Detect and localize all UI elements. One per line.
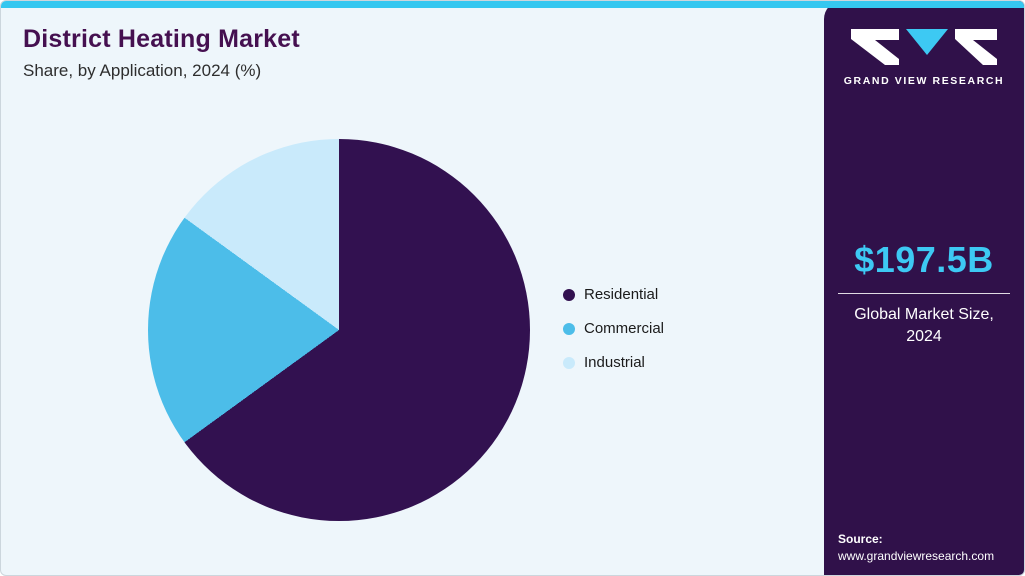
page-title: District Heating Market — [23, 25, 300, 53]
legend-label: Industrial — [584, 354, 645, 371]
grand-view-research-logo: GRAND VIEW RESEARCH — [824, 1, 1024, 87]
page-subtitle: Share, by Application, 2024 (%) — [23, 61, 262, 80]
legend-swatch — [563, 288, 575, 301]
divider — [838, 293, 1010, 294]
legend: Residential Commercial Industrial — [563, 286, 664, 388]
market-size-label: Global Market Size, 2024 — [854, 306, 994, 345]
source-url: www.grandviewresearch.com — [838, 549, 995, 563]
legend-item: Residential — [563, 286, 664, 303]
logo-wordmark: GRAND VIEW RESEARCH — [843, 75, 1005, 87]
legend-label: Residential — [584, 286, 659, 303]
header: District Heating Market Share, by Applic… — [23, 25, 300, 81]
sidebar: GRAND VIEW RESEARCH $197.5B Global Marke… — [824, 1, 1024, 575]
legend-label: Commercial — [584, 320, 665, 337]
legend-swatch — [563, 356, 575, 369]
legend-swatch — [563, 322, 575, 335]
source-block: Source: www.grandviewresearch.com — [838, 532, 994, 563]
pie-chart — [148, 139, 530, 521]
gvr-logo-icon — [851, 29, 997, 65]
top-accent-bar — [1, 1, 1024, 8]
legend-item: Commercial — [563, 320, 664, 337]
legend-item: Industrial — [563, 354, 664, 371]
source-label: Source: — [838, 532, 883, 546]
market-size-value: $197.5B — [854, 239, 994, 280]
market-size-block: $197.5B Global Market Size, 2024 — [824, 239, 1024, 347]
